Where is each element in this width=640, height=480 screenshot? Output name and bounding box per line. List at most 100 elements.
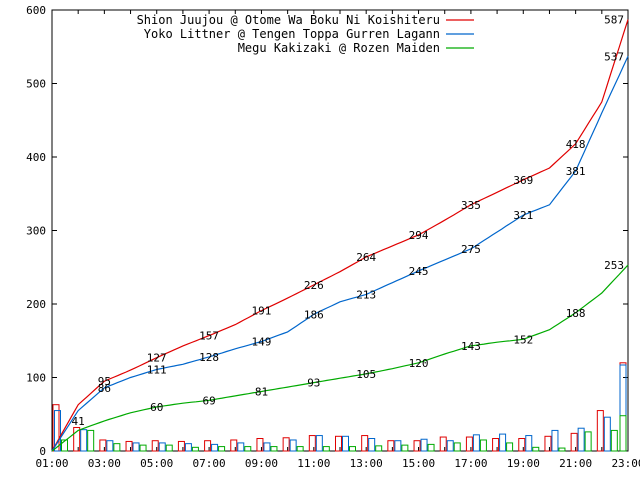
x-tick-label: 23:00 bbox=[611, 457, 640, 470]
bar-red bbox=[204, 440, 212, 452]
data-label-series-2: 213 bbox=[356, 288, 376, 301]
data-label-series-1: 157 bbox=[199, 330, 219, 343]
data-label-series-2: 128 bbox=[199, 351, 219, 364]
series-line-1 bbox=[51, 19, 629, 452]
x-tick-label: 11:00 bbox=[297, 457, 330, 470]
bar-blue bbox=[263, 442, 271, 452]
x-tick-label: 19:00 bbox=[507, 457, 540, 470]
data-label-series-1: 587 bbox=[604, 14, 624, 27]
bar-green bbox=[453, 442, 461, 452]
bar-blue bbox=[80, 429, 88, 452]
bar-blue bbox=[315, 435, 323, 452]
data-label-series-2: 186 bbox=[304, 308, 324, 321]
y-tick-label: 500 bbox=[26, 78, 46, 91]
bar-green bbox=[532, 446, 540, 452]
bar-blue bbox=[446, 440, 454, 452]
data-label-series-3: 105 bbox=[356, 368, 376, 381]
bar-red bbox=[125, 440, 133, 452]
bar-green bbox=[506, 442, 514, 452]
bar-red bbox=[256, 438, 264, 452]
data-label-series-3: 253 bbox=[604, 259, 624, 272]
bar-red bbox=[544, 435, 552, 452]
data-label-series-3: 143 bbox=[461, 340, 481, 353]
series-line-3 bbox=[51, 264, 629, 452]
data-label-series-1: 191 bbox=[252, 305, 272, 318]
x-tick-label: 03:00 bbox=[88, 457, 121, 470]
bar-blue bbox=[158, 442, 166, 452]
bar-green bbox=[349, 446, 356, 452]
bar-blue bbox=[342, 435, 349, 452]
x-tick-label: 05:00 bbox=[140, 457, 173, 470]
plot-frame bbox=[51, 9, 629, 452]
data-label-series-2: 111 bbox=[147, 363, 167, 376]
data-label-series-3: 152 bbox=[513, 333, 533, 346]
x-tick-label: 09:00 bbox=[245, 457, 278, 470]
bar-red bbox=[387, 440, 395, 452]
bar-blue bbox=[420, 438, 428, 452]
legend-label-series-3: Megu Kakizaki @ Rozen Maiden bbox=[238, 41, 440, 55]
bar-green bbox=[113, 443, 121, 452]
bar-red bbox=[308, 435, 316, 452]
y-tick-label: 0 bbox=[39, 445, 46, 458]
bar-red bbox=[230, 439, 238, 452]
y-tick-label: 300 bbox=[26, 225, 46, 238]
bar-green bbox=[218, 446, 226, 452]
bar-red bbox=[99, 439, 107, 452]
bar-red bbox=[282, 437, 290, 452]
data-label-series-3: 69 bbox=[202, 394, 215, 407]
bar-red bbox=[492, 438, 500, 452]
data-label-series-2: 275 bbox=[461, 243, 481, 256]
bar-blue bbox=[132, 442, 140, 452]
bar-green bbox=[584, 431, 592, 452]
x-tick-label: 15:00 bbox=[402, 457, 435, 470]
x-tick-label: 07:00 bbox=[193, 457, 226, 470]
data-label-series-1: 418 bbox=[566, 138, 586, 151]
data-label-series-3: 188 bbox=[566, 307, 586, 320]
bar-blue bbox=[289, 439, 297, 452]
x-tick-label: 21:00 bbox=[559, 457, 592, 470]
bar-green bbox=[296, 446, 304, 452]
data-label-series-1: 537 bbox=[604, 50, 624, 63]
bar-green bbox=[401, 444, 409, 452]
data-label-series-3: 81 bbox=[255, 385, 268, 398]
bar-green bbox=[139, 444, 147, 452]
bar-blue bbox=[106, 440, 114, 452]
bar-red bbox=[465, 436, 473, 452]
bar-green bbox=[322, 446, 330, 452]
bar-green bbox=[270, 446, 278, 452]
data-label-series-1: 369 bbox=[513, 174, 533, 187]
data-label-series-3: 120 bbox=[409, 357, 429, 370]
data-label-series-1: 127 bbox=[147, 352, 167, 365]
bar-blue bbox=[472, 434, 480, 452]
y-tick-label: 100 bbox=[26, 372, 46, 385]
data-label-series-3: 41 bbox=[72, 415, 85, 428]
bar-green bbox=[375, 445, 383, 452]
bar-green bbox=[610, 429, 618, 452]
bar-red bbox=[335, 435, 342, 452]
bar-red bbox=[413, 440, 421, 452]
bar-blue bbox=[54, 410, 61, 452]
bar-red bbox=[73, 426, 81, 452]
legend: Shion Juujou @ Otome Wa Boku Ni Koishite… bbox=[137, 13, 474, 55]
y-tick-label: 200 bbox=[26, 298, 46, 311]
data-label-series-2: 381 bbox=[566, 165, 586, 178]
bar-red bbox=[518, 438, 526, 452]
bar-blue bbox=[525, 435, 533, 452]
bar-red bbox=[177, 440, 185, 452]
bar-red bbox=[570, 432, 578, 452]
bar-red bbox=[619, 362, 627, 452]
data-label-series-3: 93 bbox=[307, 377, 320, 390]
x-tick-label: 17:00 bbox=[454, 457, 487, 470]
bar-green bbox=[427, 443, 435, 452]
bar-green bbox=[61, 439, 68, 452]
bar-green bbox=[619, 415, 627, 452]
data-label-series-2: 321 bbox=[513, 209, 533, 222]
data-label-series-2: 86 bbox=[98, 382, 111, 395]
data-label-series-1: 95 bbox=[98, 375, 111, 388]
y-tick-label: 600 bbox=[26, 4, 46, 17]
legend-label-series-1: Shion Juujou @ Otome Wa Boku Ni Koishite… bbox=[137, 13, 440, 27]
legend-label-series-2: Yoko Littner @ Tengen Toppa Gurren Lagan… bbox=[144, 27, 440, 41]
plot-area: 0 100 200 300 400 500 600 01:00 03:00 05:00 07:00 0… bbox=[26, 4, 640, 470]
bar-blue bbox=[499, 433, 507, 452]
